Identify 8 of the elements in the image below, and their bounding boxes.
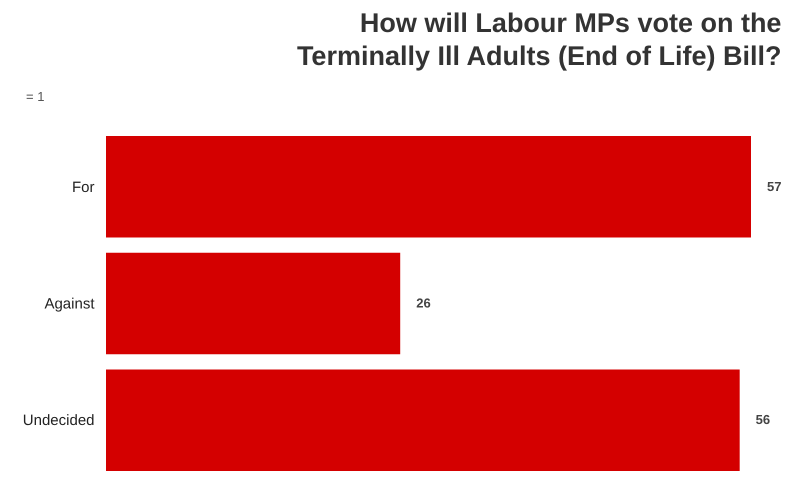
y-tick-label: Undecided xyxy=(22,412,94,430)
chart-title: How will Labour MPs vote on the Terminally Ill Adults (End of Life) Bill? xyxy=(296,8,782,71)
y-tick-label: For xyxy=(72,178,95,196)
text: = 1 xyxy=(26,89,44,104)
y-tick-label: Against xyxy=(44,296,96,312)
data-label: 56 xyxy=(756,412,770,428)
data-label: 26 xyxy=(416,296,431,310)
data-label: 57 xyxy=(767,178,782,194)
